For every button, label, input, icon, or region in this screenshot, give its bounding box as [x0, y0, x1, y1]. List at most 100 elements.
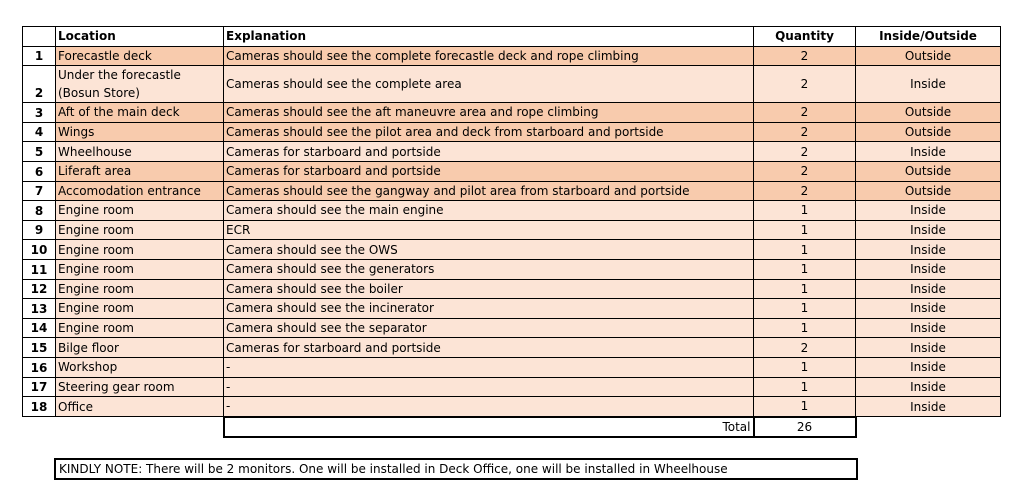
note: KINDLY NOTE: There will be 2 monitors. O… [54, 458, 858, 480]
explanation: Camera should see the incinerator [223, 298, 754, 319]
location: Engine room [55, 298, 224, 319]
explanation: Camera should see the separator [223, 317, 754, 339]
table-row: 4 Wings Cameras should see the pilot area … [22, 121, 1001, 143]
placement: Outside [855, 102, 1001, 123]
quantity: 2 [753, 121, 856, 143]
spacer [855, 416, 1001, 438]
table-row: 15 Bilge floor Cameras for starboard and p… [22, 337, 1001, 358]
placement: Inside [855, 219, 1001, 241]
row-number: 3 [22, 102, 56, 123]
placement: Outside [855, 180, 1001, 202]
spacer [55, 416, 224, 438]
explanation: Cameras for starboard and portside [223, 141, 754, 162]
header-cell [22, 26, 56, 47]
row-number: 1 [22, 45, 56, 67]
explanation: Cameras should see the complete forecast… [223, 45, 754, 67]
placement: Inside [855, 317, 1001, 339]
row-number: 10 [22, 239, 56, 260]
placement: Inside [855, 298, 1001, 319]
quantity: 2 [753, 160, 856, 182]
placement: Outside [855, 45, 1001, 67]
explanation: Cameras should see the aft maneuvre area… [223, 102, 754, 123]
quantity: 1 [753, 239, 856, 260]
placement: Inside [855, 278, 1001, 300]
explanation: Cameras should see the pilot area and de… [223, 121, 754, 143]
row-number: 17 [22, 376, 56, 398]
explanation: - [223, 396, 754, 418]
header-cell: Location [55, 26, 224, 47]
table-row: 1 Forecastle deck Cameras should see the c… [22, 45, 1001, 67]
location: Bilge floor [55, 337, 224, 358]
header-cell: Inside/Outside [855, 26, 1001, 47]
table-row: 3 Aft of the main deck Cameras should see … [22, 102, 1001, 123]
row-number: 14 [22, 317, 56, 339]
table-row: 17 Steering gear room -1 Inside [22, 376, 1001, 398]
location: Wings [55, 121, 224, 143]
explanation: Cameras should see the complete area [223, 65, 754, 104]
explanation: Camera should see the OWS [223, 239, 754, 260]
quantity: 1 [753, 200, 856, 221]
location: Liferaft area [55, 160, 224, 182]
spacer [22, 416, 56, 438]
location: Aft of the main deck [55, 102, 224, 123]
row-number: 12 [22, 278, 56, 300]
explanation: Cameras should see the gangway and pilot… [223, 180, 754, 202]
location: Forecastle deck [55, 45, 224, 67]
quantity: 1 [753, 258, 856, 280]
total-label: Total [222, 415, 754, 439]
location: Under the forecastle (Bosun Store) [55, 65, 224, 104]
explanation: Camera should see the main engine [223, 200, 754, 221]
quantity: 1 [753, 278, 856, 300]
table-row: 16 Workshop -1 Inside [22, 356, 1001, 378]
table-row: 11 Engine room Camera should see the gener… [22, 258, 1001, 280]
table-row: 5 Wheelhouse Cameras for starboard and por… [22, 141, 1001, 162]
table-row: 13 Engine room Camera should see the incin… [22, 298, 1001, 319]
table-row: 9 Engine room ECR 1 Inside [22, 219, 1001, 241]
placement: Outside [855, 160, 1001, 182]
quantity: 2 [753, 102, 856, 123]
location: Engine room [55, 317, 224, 339]
row-number: 5 [22, 141, 56, 162]
table-row: 18 Office -1 Inside [22, 396, 1001, 418]
row-number: 4 [22, 121, 56, 143]
row-number: 9 [22, 219, 56, 241]
location: Office [55, 396, 224, 418]
placement: Inside [855, 376, 1001, 398]
quantity: 1 [753, 298, 856, 319]
header-cell: Quantity [753, 26, 856, 47]
row-number: 11 [22, 258, 56, 280]
explanation: ECR [223, 219, 754, 241]
location: Engine room [55, 278, 224, 300]
row-number: 13 [22, 298, 56, 319]
placement: Inside [855, 141, 1001, 162]
explanation: Camera should see the generators [223, 258, 754, 280]
row-number: 2 [22, 65, 56, 104]
total-value: 26 [752, 415, 857, 439]
explanation: - [223, 356, 754, 378]
quantity: 1 [753, 317, 856, 339]
quantity: 2 [753, 45, 856, 67]
placement: Outside [855, 121, 1001, 143]
table-row: 8 Engine room Camera should see the main e… [22, 200, 1001, 221]
quantity: 1 [753, 356, 856, 378]
location: Steering gear room [55, 376, 224, 398]
table-row: 12 Engine room Camera should see the boile… [22, 278, 1001, 300]
location: Engine room [55, 200, 224, 221]
header-row: Location Explanation Quantity Inside/Out… [22, 26, 1001, 47]
placement: Inside [855, 396, 1001, 418]
row-number: 6 [22, 160, 56, 182]
table-row: 7 Accomodation entrance Cameras should see… [22, 180, 1001, 202]
quantity: 1 [753, 396, 856, 418]
row-number: 8 [22, 200, 56, 221]
quantity: 1 [753, 219, 856, 241]
explanation: - [223, 376, 754, 398]
location: Engine room [55, 258, 224, 280]
quantity: 2 [753, 65, 856, 104]
placement: Inside [855, 356, 1001, 378]
row-number: 18 [22, 396, 56, 418]
header-cell: Explanation [223, 26, 754, 47]
total-row: Total 26 [22, 415, 1001, 439]
quantity: 2 [753, 180, 856, 202]
quantity: 2 [753, 141, 856, 162]
